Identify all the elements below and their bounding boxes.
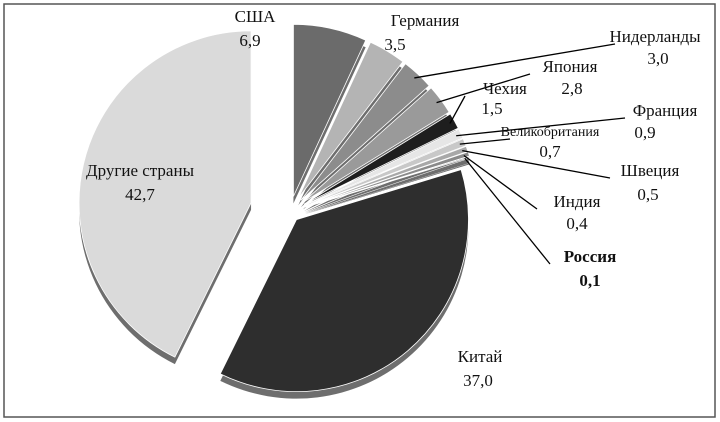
value-label: 0,9	[634, 123, 655, 142]
leader-line	[449, 95, 466, 124]
labels: США 6,9 Германия 3,5 Нидерланды 3,0 Япония 2,8 Ч…	[86, 7, 701, 390]
value-label: 37,0	[463, 371, 493, 390]
category-label: Нидерланды	[609, 27, 701, 46]
slice	[78, 30, 252, 358]
category-label: Великобритания	[501, 125, 600, 140]
slice	[303, 113, 459, 205]
value-label: 6,9	[239, 31, 260, 50]
value-label: 0,7	[539, 142, 561, 161]
category-label: США	[235, 7, 276, 26]
leader-line	[464, 157, 551, 265]
category-label: Китай	[458, 347, 503, 366]
value-label: 3,0	[647, 49, 668, 68]
category-label: Другие страны	[86, 161, 195, 180]
value-label: 42,7	[125, 185, 155, 204]
slice-depth	[305, 158, 470, 215]
value-label: 0,4	[566, 214, 588, 233]
slice	[304, 128, 464, 206]
value-label: 3,5	[384, 35, 405, 54]
slice	[219, 169, 469, 392]
category-label: Швеция	[621, 161, 680, 180]
leader-line	[414, 43, 616, 79]
slice	[293, 23, 367, 197]
slice	[297, 41, 404, 199]
value-label: 2,8	[561, 79, 582, 98]
slice-depth	[305, 163, 470, 215]
leader-line	[462, 149, 611, 179]
value-label: 0,1	[579, 271, 600, 290]
category-label: Россия	[564, 247, 617, 266]
leader-line	[459, 138, 511, 145]
category-label: Франция	[633, 101, 698, 120]
category-label: Индия	[554, 192, 601, 211]
slice	[305, 155, 471, 208]
category-label: Чехия	[483, 79, 527, 98]
category-label: Германия	[391, 11, 460, 30]
leader-line	[436, 73, 531, 104]
slice	[300, 63, 430, 201]
slice	[304, 138, 467, 207]
category-label: Япония	[543, 57, 598, 76]
value-label: 1,5	[481, 99, 502, 118]
slice	[302, 87, 450, 203]
pie	[78, 23, 471, 392]
value-label: 0,5	[637, 185, 658, 204]
leader-line	[463, 154, 538, 210]
leader-line	[456, 117, 626, 137]
